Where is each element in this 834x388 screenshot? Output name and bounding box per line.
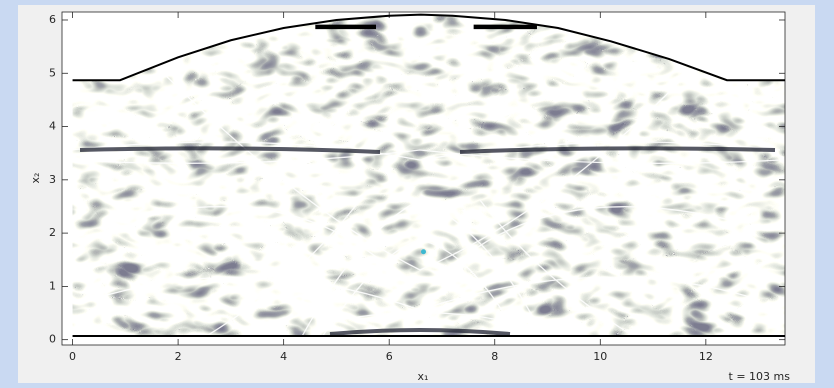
y-tick-label: 6 <box>49 13 56 26</box>
x-tick-label: 2 <box>175 350 182 363</box>
y-tick-label: 5 <box>49 66 56 79</box>
y-tick-label: 4 <box>49 120 56 133</box>
boundary <box>72 13 785 82</box>
x-tick-label: 4 <box>280 350 287 363</box>
y-tick-label: 2 <box>49 226 56 239</box>
y-tick-label: 3 <box>49 173 56 186</box>
x-tick-label: 0 <box>69 350 76 363</box>
x-tick-label: 12 <box>699 350 713 363</box>
x-tick-label: 10 <box>593 350 607 363</box>
x-tick-label: 8 <box>491 350 498 363</box>
y-tick-label: 0 <box>49 333 56 346</box>
wave-field <box>72 14 785 336</box>
x-tick-label: 6 <box>386 350 393 363</box>
x-axis-label: x₁ <box>418 370 429 383</box>
source <box>421 249 426 255</box>
axes-box <box>61 11 786 346</box>
y-tick-label: 1 <box>49 279 56 292</box>
y-axis-label: x₂ <box>29 173 42 184</box>
annotation: t = 103 ms <box>729 370 791 383</box>
